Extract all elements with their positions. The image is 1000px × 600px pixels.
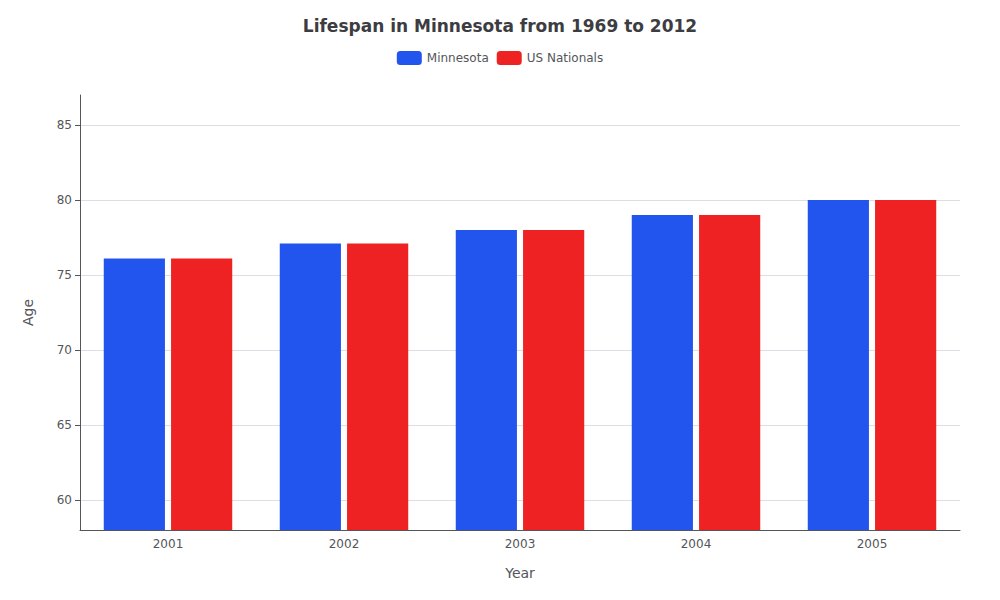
svg-text:2002: 2002 — [329, 537, 360, 551]
svg-text:2004: 2004 — [681, 537, 712, 551]
svg-text:80: 80 — [57, 193, 72, 207]
svg-text:75: 75 — [57, 268, 72, 282]
svg-text:2005: 2005 — [857, 537, 888, 551]
svg-text:2003: 2003 — [505, 537, 536, 551]
svg-text:2001: 2001 — [153, 537, 184, 551]
svg-text:60: 60 — [57, 493, 72, 507]
svg-text:Lifespan in Minnesota from 196: Lifespan in Minnesota from 1969 to 2012 — [303, 16, 697, 36]
svg-text:85: 85 — [57, 118, 72, 132]
svg-text:US Nationals: US Nationals — [527, 51, 603, 65]
svg-text:Minnesota: Minnesota — [427, 51, 489, 65]
svg-text:Year: Year — [504, 565, 535, 581]
svg-text:Age: Age — [20, 299, 36, 326]
svg-text:70: 70 — [57, 343, 72, 357]
svg-text:65: 65 — [57, 418, 72, 432]
